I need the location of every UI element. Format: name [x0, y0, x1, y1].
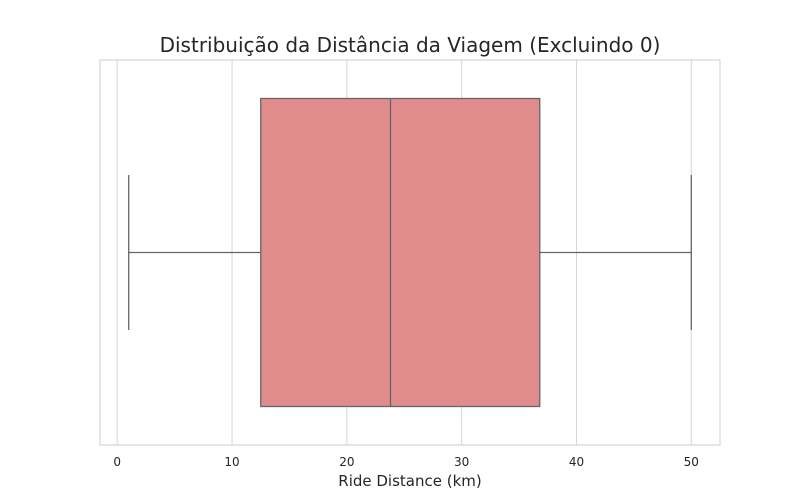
- x-tick-label: 0: [113, 455, 121, 469]
- iqr-box: [260, 97, 541, 408]
- x-tick-label: 20: [339, 455, 354, 469]
- chart-title: Distribuição da Distância da Viagem (Exc…: [160, 33, 661, 57]
- x-tick-label: 30: [454, 455, 469, 469]
- x-tick-label: 50: [684, 455, 699, 469]
- plot-frame: [99, 59, 721, 446]
- x-axis-label: Ride Distance (km): [338, 472, 481, 490]
- x-tick-label: 10: [224, 455, 239, 469]
- x-tick-label: 40: [569, 455, 584, 469]
- plot-area: 0 10 20 30 40 50: [99, 59, 721, 469]
